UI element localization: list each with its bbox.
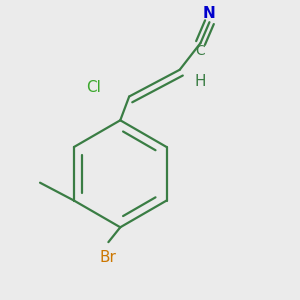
- Text: Br: Br: [100, 250, 117, 265]
- Text: H: H: [195, 74, 206, 89]
- Text: C: C: [196, 44, 206, 58]
- Text: N: N: [203, 6, 216, 21]
- Text: Cl: Cl: [86, 80, 101, 95]
